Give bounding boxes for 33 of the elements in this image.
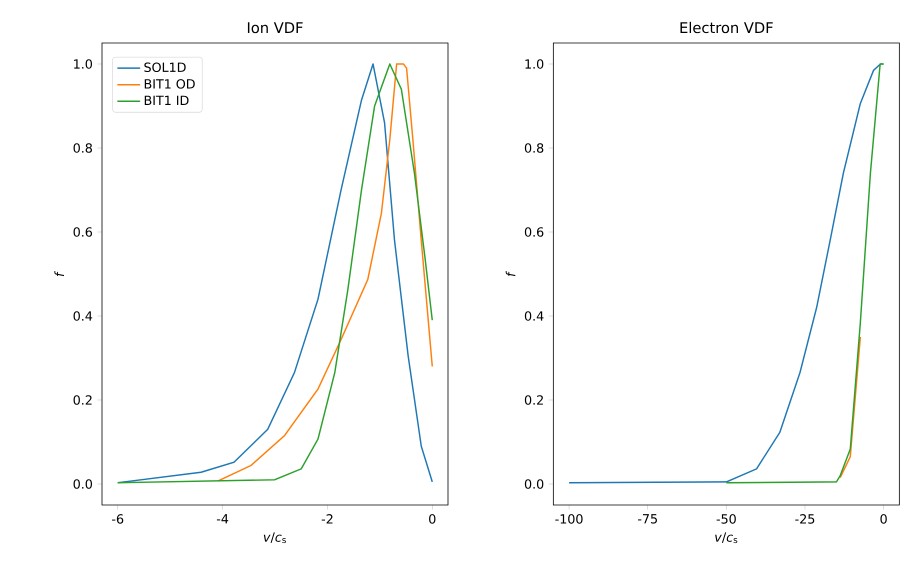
y-tick-label: 0.2 [74,395,92,405]
y-tick-label: 1.0 [74,59,92,69]
line-series [217,63,434,482]
y-axis-title: f [54,270,64,276]
line-series [726,63,884,484]
x-tick-label: -4 [216,514,228,524]
x-tick-label: -25 [795,514,814,524]
legend-label: BIT1 OD [144,79,195,89]
y-tick-label: 0.8 [524,143,544,153]
line-series [116,63,434,484]
x-tick-label: -75 [638,514,657,524]
y-tick-label: 0.0 [524,479,544,489]
x-tick-label: 0 [880,514,887,524]
y-tick-label: 1.0 [525,59,544,69]
x-tick-label: -6 [112,514,124,524]
x-tick-label: -50 [716,514,736,524]
x-tick-label: -2 [322,514,332,524]
legend-label: SOL1D [144,62,186,72]
y-tick-label: 0.6 [74,227,92,237]
x-axis-title: v/c$_{s}$ [264,532,286,544]
y-tick-label: 0.4 [74,311,92,321]
y-tick-label: 0.8 [74,143,92,153]
y-tick-label: 0.2 [524,395,543,405]
chart-title: Ion VDF [248,22,303,34]
x-tick-label: 0 [429,514,436,524]
y-axis-title: f [506,270,516,276]
chart-title: Electron VDF [680,22,773,34]
y-tick-label: 0.0 [74,479,92,489]
y-tick-label: 0.4 [524,311,544,321]
y-tick-label: 0.6 [524,227,544,237]
legend-label: BIT1 ID [144,96,189,105]
x-tick-label: -100 [555,514,583,524]
x-axis-title: v/c$_{s}$ [715,532,738,544]
